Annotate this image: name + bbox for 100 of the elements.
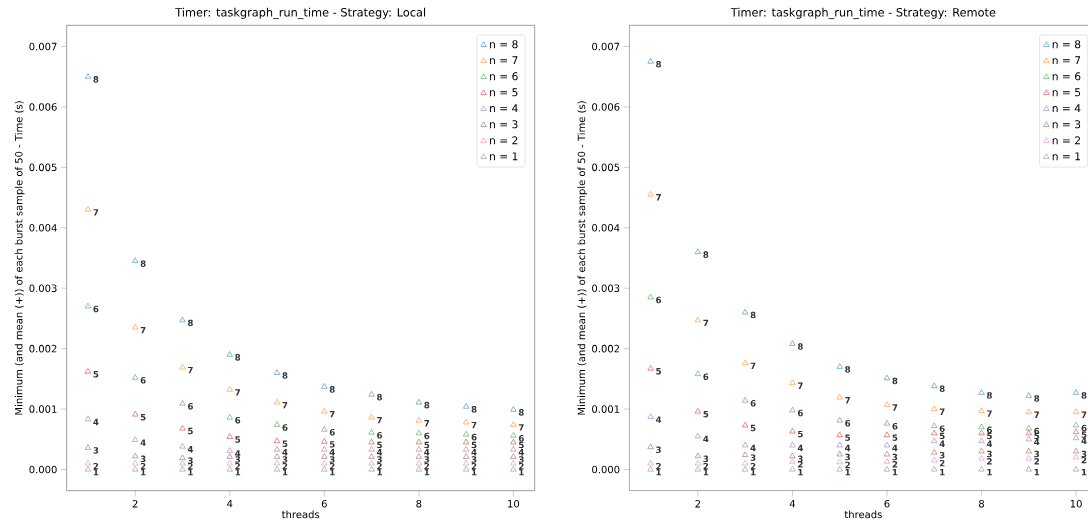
annotation: 7 bbox=[377, 417, 382, 424]
point bbox=[132, 257, 139, 263]
annotation: 6 bbox=[892, 422, 898, 430]
point bbox=[742, 359, 749, 366]
annotation: 1 bbox=[472, 469, 477, 476]
annotation: 5 bbox=[1081, 431, 1087, 438]
legend-label: n = 5 bbox=[1052, 88, 1081, 97]
point bbox=[836, 431, 843, 437]
point bbox=[1025, 408, 1032, 414]
annotation: 1 bbox=[188, 469, 193, 476]
point bbox=[1025, 435, 1032, 442]
annotation: 2 bbox=[424, 462, 430, 470]
annotation: 1 bbox=[892, 469, 898, 476]
legend-label: n = 8 bbox=[1052, 40, 1081, 49]
point bbox=[931, 437, 938, 443]
annotation: 6 bbox=[187, 403, 193, 410]
annotation: 4 bbox=[703, 435, 709, 443]
legend-label: n = 1 bbox=[490, 152, 518, 161]
annotation: 3 bbox=[140, 455, 146, 463]
point bbox=[179, 400, 186, 406]
annotation: 4 bbox=[518, 449, 524, 456]
annotation: 6 bbox=[656, 296, 662, 304]
point bbox=[931, 405, 938, 411]
annotation: 8 bbox=[235, 354, 241, 361]
annotation: 3 bbox=[93, 447, 99, 454]
point bbox=[647, 58, 654, 64]
point bbox=[742, 466, 749, 472]
annotation: 3 bbox=[1034, 450, 1040, 458]
point bbox=[368, 438, 375, 445]
annotation: 3 bbox=[892, 453, 898, 461]
point bbox=[931, 456, 938, 463]
point bbox=[836, 466, 843, 472]
annotation: 3 bbox=[329, 456, 335, 463]
point bbox=[510, 421, 517, 427]
point bbox=[883, 441, 891, 448]
point bbox=[84, 302, 91, 309]
point bbox=[415, 466, 422, 472]
y-tick-label: 0.002 bbox=[592, 344, 620, 353]
point bbox=[510, 446, 517, 452]
annotation: 8 bbox=[1081, 392, 1087, 399]
x-tick-label: 10 bbox=[508, 499, 520, 508]
point bbox=[1073, 389, 1080, 395]
point bbox=[931, 449, 938, 455]
point bbox=[463, 446, 470, 452]
annotation: 1 bbox=[751, 469, 756, 476]
annotation: 6 bbox=[377, 432, 383, 439]
annotation: 1 bbox=[940, 469, 945, 476]
legend-label: n = 2 bbox=[490, 136, 518, 145]
point bbox=[321, 438, 328, 444]
legend-label: n = 6 bbox=[1052, 72, 1081, 81]
annotation: 2 bbox=[140, 462, 146, 470]
point bbox=[789, 427, 796, 434]
point bbox=[789, 340, 796, 346]
point bbox=[273, 398, 281, 405]
point bbox=[179, 443, 186, 449]
point bbox=[84, 368, 91, 374]
annotation: 3 bbox=[750, 454, 756, 461]
x-tick-label: 8 bbox=[416, 499, 422, 508]
annotation: 7 bbox=[235, 389, 241, 396]
x-tick-label: 6 bbox=[884, 499, 890, 508]
annotation: 4 bbox=[329, 449, 335, 456]
annotation: 5 bbox=[235, 436, 241, 443]
annotation: 4 bbox=[93, 418, 99, 426]
annotation: 8 bbox=[1034, 395, 1040, 402]
point bbox=[647, 365, 654, 371]
point bbox=[368, 414, 375, 420]
point bbox=[132, 411, 139, 417]
point bbox=[931, 466, 938, 472]
annotation: 3 bbox=[845, 453, 850, 461]
annotation: 1 bbox=[987, 469, 992, 476]
point bbox=[742, 460, 749, 466]
annotation: 6 bbox=[93, 305, 99, 313]
point bbox=[1025, 392, 1032, 398]
point bbox=[463, 430, 470, 437]
annotation: 8 bbox=[187, 319, 193, 327]
point bbox=[694, 460, 701, 466]
point bbox=[84, 460, 91, 466]
point bbox=[226, 447, 233, 453]
annotation: 7 bbox=[845, 397, 850, 404]
annotation: 3 bbox=[424, 456, 430, 463]
annotation: 2 bbox=[750, 462, 756, 470]
point bbox=[368, 453, 375, 459]
annotation: 8 bbox=[93, 76, 99, 83]
point bbox=[415, 453, 422, 459]
point bbox=[226, 466, 233, 472]
point bbox=[1025, 455, 1032, 461]
point bbox=[1073, 434, 1080, 440]
chart-title: Timer: taskgraph_run_time - Strategy: Local bbox=[175, 7, 426, 20]
y-tick-label: 0.000 bbox=[29, 465, 57, 474]
annotation: 1 bbox=[141, 469, 146, 476]
point bbox=[1073, 408, 1080, 414]
point bbox=[226, 351, 233, 357]
point bbox=[789, 379, 796, 385]
x-tick-label: 6 bbox=[321, 499, 327, 508]
y-tick-label: 0.002 bbox=[29, 344, 57, 353]
annotation: 8 bbox=[140, 260, 146, 267]
point bbox=[415, 460, 422, 466]
point bbox=[1025, 466, 1032, 472]
point bbox=[368, 429, 375, 435]
point bbox=[978, 407, 985, 413]
